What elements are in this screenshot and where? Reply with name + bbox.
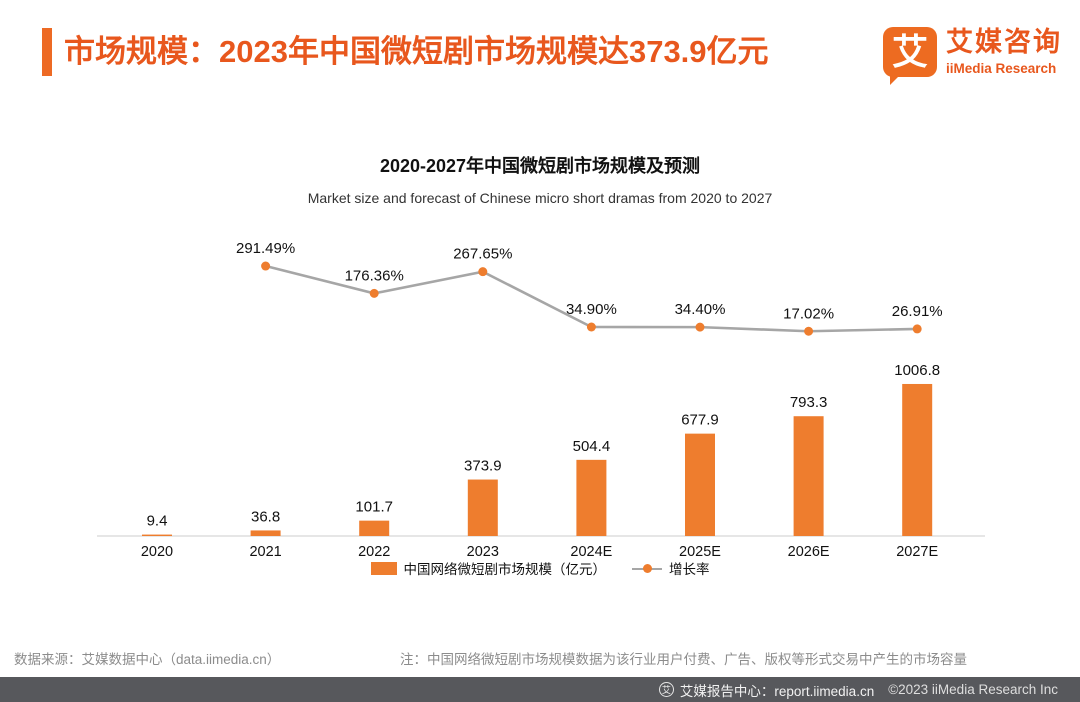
legend-label: 增长率 <box>669 562 710 577</box>
market-size-chart: 9.4 2020 36.8 2021 101.7 2022 373.9 2023 504.4 20… <box>97 240 985 560</box>
bottom-bar: 艾 艾媒报告中心：report.iimedia.cn ©2023 iiMedia… <box>0 677 1080 702</box>
x-axis-label: 2023 <box>467 544 499 560</box>
growth-rate-label: 291.49% <box>236 240 295 257</box>
legend-label: 中国网络微短剧市场规模（亿元） <box>403 562 607 577</box>
x-axis-label: 2025E <box>679 544 721 560</box>
report-center-text: 艾媒报告中心：report.iimedia.cn <box>679 683 875 699</box>
bar-2027E <box>902 383 933 536</box>
growth-rate-label: 267.65% <box>453 246 512 263</box>
page-title: 市场规模：2023年中国微短剧市场规模达373.9亿元 <box>64 34 769 69</box>
growth-rate-marker <box>369 288 379 298</box>
bar-value-label: 793.3 <box>790 394 828 411</box>
growth-rate-marker <box>912 324 922 334</box>
title-accent-bar <box>42 28 52 76</box>
growth-rate-label: 34.90% <box>566 301 617 318</box>
growth-rate-marker <box>478 267 488 277</box>
growth-rate-label: 34.40% <box>675 301 726 318</box>
bar-2024E <box>576 459 607 536</box>
x-axis-label: 2020 <box>141 544 173 560</box>
bar-value-label: 1006.8 <box>894 362 940 379</box>
legend-item-market-size: 中国网络微短剧市场规模（亿元） <box>370 558 607 578</box>
x-axis-label: 2024E <box>570 544 612 560</box>
logo-glyph: 艾 <box>891 31 928 72</box>
iimedia-badge-icon: 艾 <box>658 682 674 697</box>
bar-2023 <box>467 479 498 536</box>
chart-subtitle: Market size and forecast of Chinese micr… <box>307 190 773 206</box>
bar-value-label: 9.4 <box>147 513 168 530</box>
bar-2025E <box>685 433 715 536</box>
bar-value-label: 373.9 <box>464 458 502 475</box>
logo-text: 艾媒咨询 iiMedia Research <box>946 27 1062 76</box>
iimedia-logo-icon: 艾 <box>883 27 937 85</box>
iimedia-logo: 艾 艾媒咨询 iiMedia Research <box>883 27 1062 85</box>
growth-rate-label: 26.91% <box>892 303 943 320</box>
brand-name-cn: 艾媒咨询 <box>946 27 1062 58</box>
bar-swatch-icon <box>370 561 397 575</box>
brand-name-en: iiMedia Research <box>946 60 1057 76</box>
growth-rate-label: 176.36% <box>345 267 404 284</box>
data-source-note: 数据来源：艾媒数据中心（data.iimedia.cn） <box>14 652 281 667</box>
x-axis-label: 2022 <box>358 544 390 560</box>
report-center-link: 艾 艾媒报告中心：report.iimedia.cn <box>658 680 875 700</box>
bar-value-label: 504.4 <box>573 438 611 455</box>
x-axis-label: 2027E <box>896 544 938 560</box>
bar-2020 <box>142 534 172 536</box>
bar-value-label: 36.8 <box>251 508 280 525</box>
growth-rate-marker <box>261 261 271 271</box>
methodology-note: 注：中国网络微短剧市场规模数据为该行业用户付费、广告、版权等形式交易中产生的市场… <box>400 652 967 667</box>
growth-rate-marker <box>586 322 596 332</box>
bar-value-label: 101.7 <box>355 499 393 516</box>
legend-item-growth-rate: 增长率 <box>632 558 710 578</box>
x-axis-label: 2026E <box>788 544 830 560</box>
bar-value-label: 677.9 <box>681 412 719 429</box>
bar-2021 <box>250 530 281 536</box>
chart-title: 2020-2027年中国微短剧市场规模及预测 <box>379 156 701 176</box>
growth-rate-label: 17.02% <box>783 305 834 322</box>
bar-2026E <box>793 416 824 536</box>
line-swatch-icon <box>632 563 662 573</box>
x-axis-label: 2021 <box>249 544 281 560</box>
bar-2022 <box>359 520 390 536</box>
growth-rate-marker <box>695 322 705 332</box>
copyright-text: ©2023 iiMedia Research Inc <box>888 682 1058 697</box>
growth-rate-marker <box>804 326 814 336</box>
chart-legend: 中国网络微短剧市场规模（亿元） 增长率 <box>0 558 1080 578</box>
